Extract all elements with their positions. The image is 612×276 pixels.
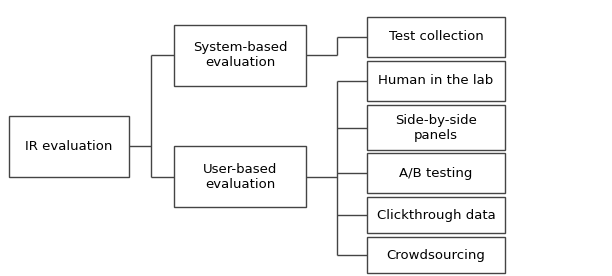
Text: Test collection: Test collection [389,30,483,43]
FancyBboxPatch shape [174,146,306,207]
Text: User-based
evaluation: User-based evaluation [203,163,277,191]
Text: Human in the lab: Human in the lab [378,74,494,87]
Text: Clickthrough data: Clickthrough data [376,209,496,222]
FancyBboxPatch shape [367,237,505,273]
FancyBboxPatch shape [367,17,505,57]
FancyBboxPatch shape [367,153,505,193]
Text: Crowdsourcing: Crowdsourcing [387,249,485,262]
Text: System-based
evaluation: System-based evaluation [193,41,288,69]
FancyBboxPatch shape [367,105,505,150]
Text: IR evaluation: IR evaluation [25,140,113,153]
Text: A/B testing: A/B testing [400,167,472,180]
Text: Side-by-side
panels: Side-by-side panels [395,114,477,142]
FancyBboxPatch shape [9,116,129,177]
FancyBboxPatch shape [367,61,505,101]
FancyBboxPatch shape [174,25,306,86]
FancyBboxPatch shape [367,197,505,233]
